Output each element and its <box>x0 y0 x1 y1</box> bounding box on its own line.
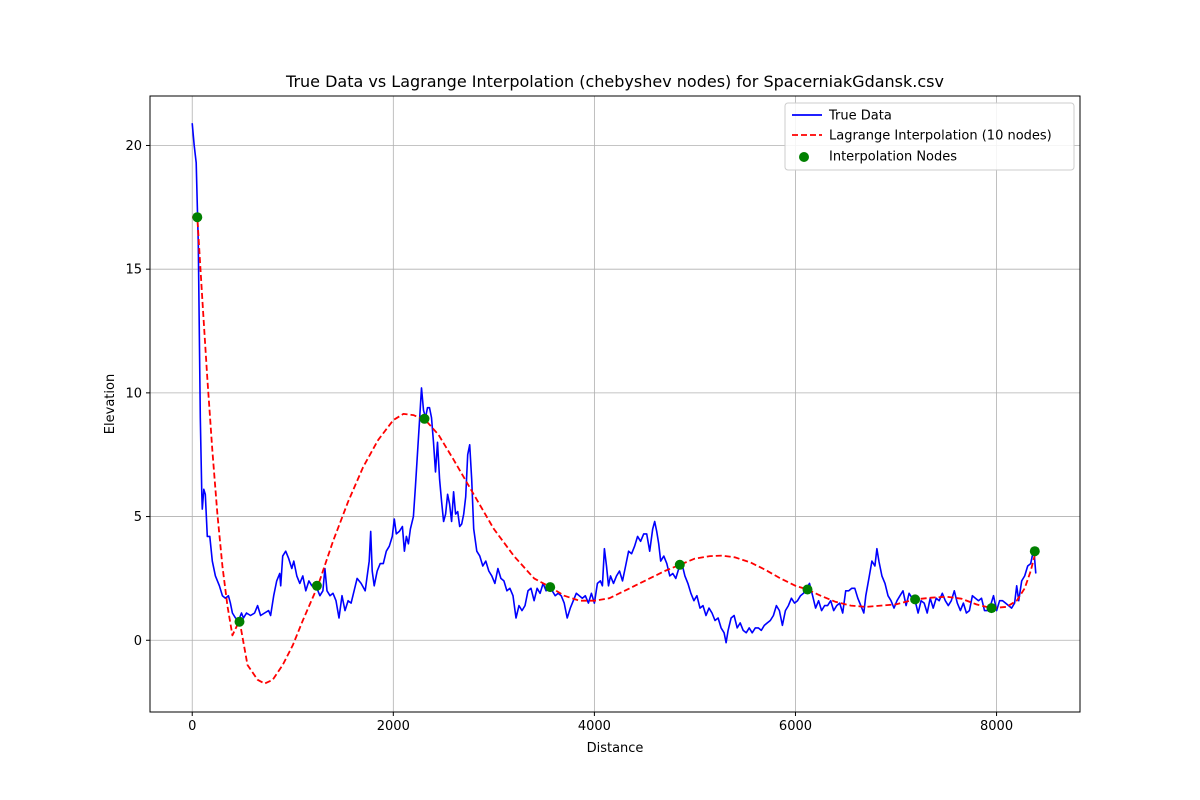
lagrange-interpolation-line <box>192 216 1037 685</box>
true-data-line <box>191 123 1037 644</box>
y-tick-label: 15 <box>125 263 142 278</box>
legend-box <box>784 102 1075 171</box>
interpolation-node-point <box>1029 546 1040 557</box>
legend-label-lagrange: Lagrange Interpolation (10 nodes) <box>829 129 1052 144</box>
chart-title: True Data vs Lagrange Interpolation (che… <box>285 72 944 91</box>
interpolation-node-point <box>545 582 556 593</box>
y-tick-label: 20 <box>125 139 142 154</box>
interpolation-node-point <box>234 616 245 627</box>
x-tick-label: 6000 <box>779 719 812 734</box>
interpolation-node-point <box>802 584 813 595</box>
interpolation-node-point <box>986 603 997 614</box>
legend: True Data Lagrange Interpolation (10 nod… <box>784 102 1075 171</box>
x-axis-label: Distance <box>587 741 644 756</box>
series-layer <box>191 123 1040 685</box>
x-tick-label: 0 <box>188 719 196 734</box>
legend-label-true-data: True Data <box>828 109 892 124</box>
x-tick-label: 2000 <box>377 719 410 734</box>
y-axis-label: Elevation <box>103 374 118 434</box>
interpolation-node-point <box>910 594 921 605</box>
axis-ticks: 0 2000 4000 6000 8000 0 5 10 15 20 <box>125 139 1013 734</box>
interpolation-node-point <box>311 580 322 591</box>
interpolation-node-point <box>192 212 203 223</box>
legend-label-nodes: Interpolation Nodes <box>829 150 957 165</box>
y-tick-label: 0 <box>134 634 142 649</box>
y-tick-label: 5 <box>134 510 142 525</box>
y-tick-label: 10 <box>125 386 142 401</box>
interpolation-node-point <box>674 559 685 570</box>
x-tick-label: 8000 <box>980 719 1013 734</box>
x-tick-label: 4000 <box>578 719 611 734</box>
axes-frame <box>149 95 1081 713</box>
interpolation-node-point <box>419 413 430 424</box>
legend-swatch-nodes <box>799 152 809 162</box>
